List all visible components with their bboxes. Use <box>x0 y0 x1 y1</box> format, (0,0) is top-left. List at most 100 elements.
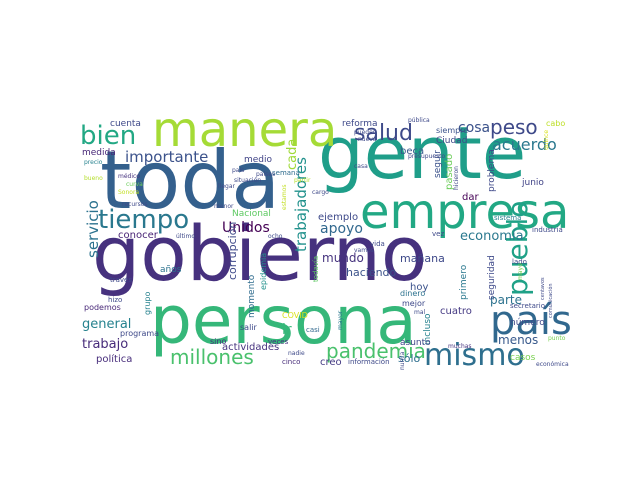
word-cargo: cargo <box>312 189 329 196</box>
word-importante: importante <box>125 148 208 166</box>
word-incluso: incluso <box>423 313 433 345</box>
word-nueva: nueva <box>358 136 377 143</box>
word-sistema: sistema <box>494 214 521 222</box>
word-podemos: podemos <box>84 303 121 312</box>
word-salir: salir <box>240 323 258 332</box>
word-punto: punto <box>548 335 566 342</box>
word-muchas: muchas <box>448 343 472 350</box>
word-sonora: Sonora <box>118 189 139 196</box>
word-mismo: mismo <box>424 338 525 373</box>
word-grupo: grupo <box>143 291 152 315</box>
word-programa: programa <box>120 329 159 338</box>
word-pais: país <box>490 298 572 344</box>
word-millones: millones <box>170 345 254 369</box>
word-todavia: todavía <box>312 256 320 282</box>
word-centavos: centavos <box>540 277 546 300</box>
word-salud: salud <box>354 121 413 146</box>
word-casos: casos <box>510 353 536 363</box>
word-cinco: cinco <box>282 358 300 366</box>
word-manana: mañana <box>400 252 445 265</box>
word-empresa: empresa <box>360 184 569 240</box>
word-gente: gente <box>318 111 526 195</box>
word-quince: quince <box>543 130 550 150</box>
word-economica: económica <box>536 361 569 368</box>
word-ciudad: Ciudad <box>436 136 467 146</box>
word-gobierno: gobierno <box>92 209 427 298</box>
word-bien: bien <box>80 121 136 151</box>
word-mal: mal <box>414 309 426 316</box>
word-actividades: actividades <box>222 342 279 353</box>
word-parte: parte <box>490 293 522 307</box>
word-mejor: mejor <box>402 299 426 308</box>
word-epidemia: epidemia <box>259 253 268 290</box>
word-dinero: dinero <box>400 289 425 298</box>
word-ocho: ocho <box>268 233 283 240</box>
word-problema: problema <box>487 149 497 192</box>
word-vida: vida <box>370 240 385 248</box>
word-vez: vez <box>432 230 444 238</box>
word-medio: medio <box>244 155 273 165</box>
word-creo: creo <box>320 357 342 368</box>
word-informacion: información <box>348 358 390 366</box>
word-publica: pública <box>408 117 430 124</box>
word-primero: primero <box>459 264 469 300</box>
word-cosa: cosa <box>458 120 490 136</box>
word-nunca: nunca <box>399 351 406 370</box>
word-ir: ir <box>282 322 292 338</box>
word-paises: países <box>256 171 275 178</box>
word-apoyo: apoyo <box>320 221 363 237</box>
word-asunto: asunto <box>400 338 431 348</box>
word-servicio: servicio <box>84 200 102 258</box>
word-mayo: mayo <box>517 263 524 280</box>
word-corrupcion: corrupción <box>226 222 239 280</box>
word-vamos: vamos <box>354 247 374 254</box>
cloud-area: gobierno gente toda persona manera empre… <box>80 102 572 373</box>
word-junio: junio <box>521 178 544 188</box>
word-hoy: hoy <box>410 282 428 293</box>
word-seguir: seguir <box>433 150 443 178</box>
word-anos: años <box>160 265 182 275</box>
word-curva: curva <box>126 181 143 188</box>
word-acuerdo: acuerdo <box>492 135 557 154</box>
word-seguridad: seguridad <box>487 255 497 300</box>
word-momento: momento <box>247 274 257 318</box>
word-pueblo: pueblo <box>501 201 534 296</box>
word-cada: cada <box>285 139 300 170</box>
word-secretario: secretario <box>510 302 545 310</box>
word-menos: menos <box>498 333 538 347</box>
word-toda: toda <box>100 134 280 227</box>
word-cuatro: cuatro <box>440 306 472 317</box>
word-nacional: Nacional <box>232 209 271 219</box>
word-llegar: llegar <box>218 183 236 190</box>
word-traves: través <box>110 276 132 284</box>
word-bueno: bueno <box>84 175 103 182</box>
word-veces: veces <box>268 338 289 346</box>
word-casi: casi <box>306 326 320 334</box>
word-menor: menor <box>214 203 234 210</box>
word-casa: casa <box>354 163 368 170</box>
word-trabajadores: trabajadores <box>292 157 310 252</box>
word-pasado: pasado <box>444 154 455 190</box>
word-trabajo: trabajo <box>82 337 128 352</box>
word-beca: beca <box>400 146 424 157</box>
word-pais-small: país <box>232 167 244 174</box>
word-sino: sino <box>210 337 226 346</box>
word-siempre: siempre <box>436 126 468 135</box>
word-partir: partir <box>294 177 311 184</box>
word-hicieron: hicieron <box>453 166 460 190</box>
word-unidos: Unidos <box>222 220 270 236</box>
word-nadie: nadie <box>288 350 305 357</box>
word-tiempo: tiempo <box>98 205 189 235</box>
word-reforma: reforma <box>342 119 378 129</box>
word-ejemplo: ejemplo <box>318 212 358 223</box>
word-semana: semana <box>272 169 300 177</box>
word-cabo: cabo <box>546 119 565 128</box>
word-manera: manera <box>152 102 337 158</box>
word-solo: sólo <box>398 352 421 365</box>
word-mundo: mundo <box>322 251 364 265</box>
word-general: general <box>82 317 131 332</box>
word-medico: médico <box>118 173 140 180</box>
word-cuenta: cuenta <box>110 119 141 129</box>
word-ultimo: último <box>176 233 195 240</box>
